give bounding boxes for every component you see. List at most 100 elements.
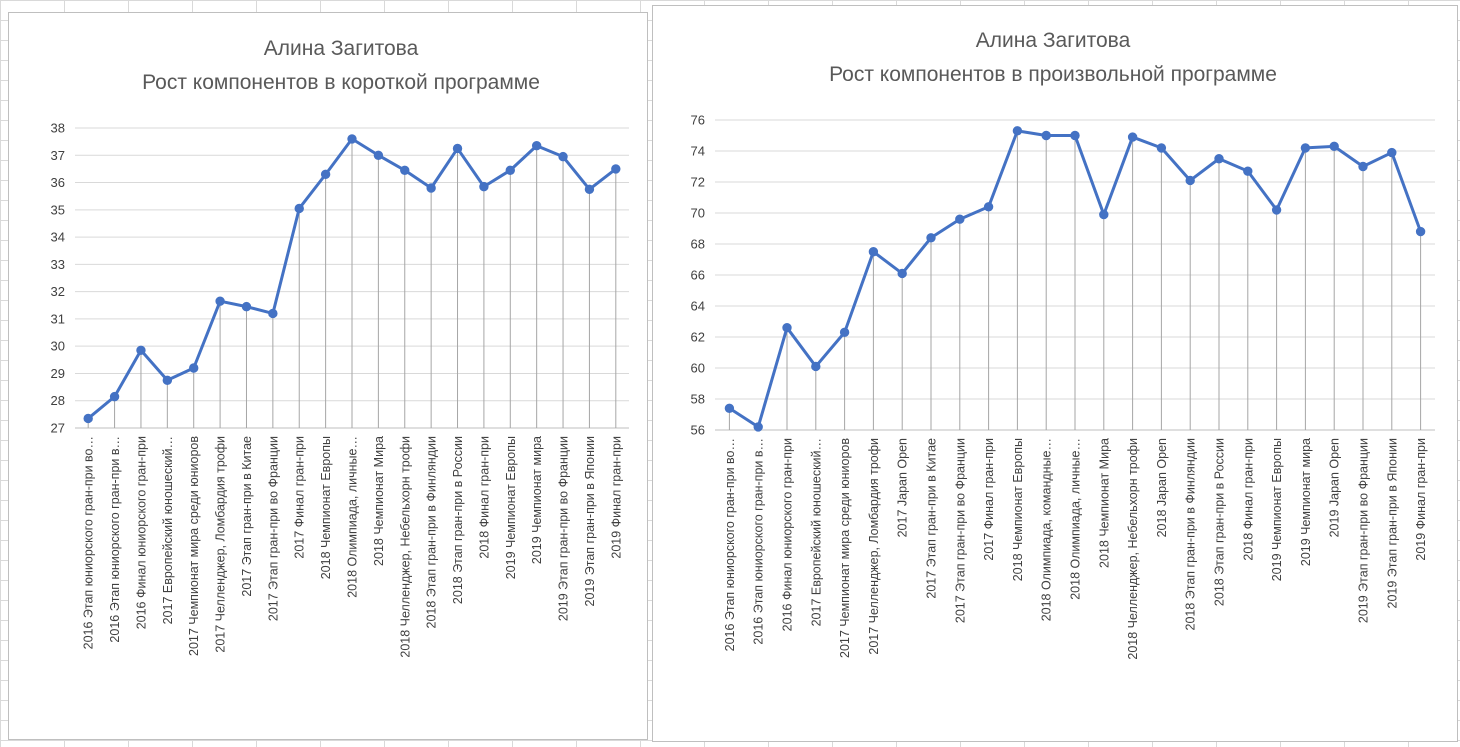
x-category-label: 2018 Этап гран-при в Финляндии [1184,438,1198,630]
y-tick-label: 32 [51,284,65,299]
chart-title-line: Рост компонентов в произвольной программ… [829,63,1277,86]
data-point [782,323,792,333]
x-category-label: 2018 Олимпиада, личные… [1069,438,1083,600]
data-point [897,268,907,279]
data-point [83,413,93,424]
chart-free-program-plot: Алина Загитова Рост компонентов в произво… [691,29,1435,660]
x-category-label: 2017 Этап гран-при во Франции [953,438,967,623]
y-tick-label: 66 [691,268,705,283]
x-category-label: 2017 Финал гран-при [982,438,996,561]
y-tick-label: 35 [51,202,65,217]
data-point [1214,154,1224,164]
data-point [1300,143,1311,153]
data-point [452,143,463,154]
y-tick-label: 64 [691,299,705,314]
x-category-label: 2016 Этап юниорского гран-при в… [108,436,122,643]
x-category-label: 2017 Этап гран-при в Китае [240,436,254,597]
data-point [373,150,384,160]
x-category-label: 2018 Олимпиада, личные… [346,436,360,598]
x-category-label: 2018 Чемпионат Европы [319,436,333,579]
y-tick-label: 58 [691,392,705,407]
x-category-label: 2017 Челленджер, Ломбардия трофи [867,438,881,655]
x-category-label: 2019 Этап гран-при в Японии [1385,438,1399,608]
x-category-label: 2019 Этап гран-при в Японии [583,436,597,606]
data-point [1387,147,1397,158]
y-tick-label: 56 [691,423,705,438]
data-point [1358,161,1368,172]
data-point [426,183,436,193]
data-point [1099,209,1109,220]
data-point [479,181,489,192]
data-point [505,165,515,175]
x-category-label: 2018 Этап гран-при в Финляндии [425,436,439,628]
data-point [1243,166,1253,176]
data-point [1185,175,1195,186]
data-point [1156,143,1167,153]
data-point [531,141,542,151]
x-category-label: 2018 Этап гран-при в России [1213,438,1227,606]
x-category-label: 2017 Финал гран-при [293,436,307,559]
data-point [136,345,146,355]
x-category-label: 2017 Чемпионат мира среди юниоров [187,436,201,656]
x-category-label: 2017 Европейский юношеский… [809,438,823,626]
y-tick-label: 29 [51,366,65,381]
data-point [241,301,252,312]
data-point [611,164,621,174]
chart-short-program: Алина Загитова Рост компонентов в коротко… [8,12,648,740]
x-category-label: 2019 Этап гран-при во Франции [557,436,571,621]
y-tick-label: 31 [51,311,65,326]
data-point [584,184,595,195]
data-point [724,403,735,413]
y-tick-label: 33 [51,257,65,272]
x-category-label: 2018 Финал гран-при [1241,438,1255,561]
y-tick-label: 37 [51,148,65,163]
data-point [839,327,850,338]
x-category-label: 2019 Чемпионат мира [530,436,544,564]
data-point [1041,130,1051,141]
data-point [926,233,936,243]
x-category-label: 2019 Чемпионат Европы [1270,438,1284,581]
chart-title-line: Алина Загитова [264,37,419,60]
data-point [868,247,879,257]
x-category-label: 2018 Челленджер, Небельхорн трофи [398,436,412,658]
x-category-label: 2016 Этап юниорского гран-при в… [752,438,766,645]
x-category-label: 2019 Чемпионат Европы [504,436,518,579]
data-point [294,203,304,214]
y-tick-label: 72 [691,175,705,190]
x-category-label: 2016 Этап юниорского гран-при во… [82,436,96,649]
y-tick-label: 70 [691,206,705,221]
x-category-label: 2017 Japan Open [896,438,910,537]
x-category-label: 2018 Japan Open [1155,438,1169,537]
x-category-label: 2019 Финал гран-при [1414,438,1428,561]
x-category-label: 2018 Чемпионат Европы [1011,438,1025,581]
data-point [268,308,278,319]
data-point [1271,205,1282,215]
y-tick-label: 30 [51,339,65,354]
x-category-label: 2019 Japan Open [1328,438,1342,537]
x-category-label: 2019 Чемпионат мира [1299,438,1313,566]
x-category-label: 2016 Финал юниорского гран-при [134,436,148,629]
x-category-label: 2017 Европейский юношеский… [161,436,175,624]
x-category-label: 2018 Чемпионат Мира [1097,438,1111,568]
x-category-label: 2017 Чемпионат мира среди юниоров [838,438,852,658]
data-point [811,361,821,372]
data-point [189,363,199,373]
x-category-label: 2019 Этап гран-при во Франции [1357,438,1371,623]
y-tick-label: 38 [51,121,65,136]
y-tick-label: 27 [51,421,65,436]
data-point [558,151,568,162]
chart-title-line: Рост компонентов в короткой программе [142,71,540,94]
x-category-label: 2018 Олимпиада, командные… [1040,438,1054,621]
data-point [1329,141,1339,152]
y-tick-label: 34 [51,230,65,245]
data-point [1070,130,1080,141]
x-category-label: 2017 Этап гран-при в Китае [925,438,939,599]
data-point [400,165,410,175]
data-point [215,296,225,306]
x-category-label: 2018 Этап гран-при в России [451,436,465,604]
x-category-label: 2018 Финал гран-при [477,436,491,559]
x-category-label: 2019 Финал гран-при [609,436,623,559]
data-point [1127,132,1138,142]
chart-title-line: Алина Загитова [976,29,1131,52]
y-tick-label: 74 [691,144,705,159]
